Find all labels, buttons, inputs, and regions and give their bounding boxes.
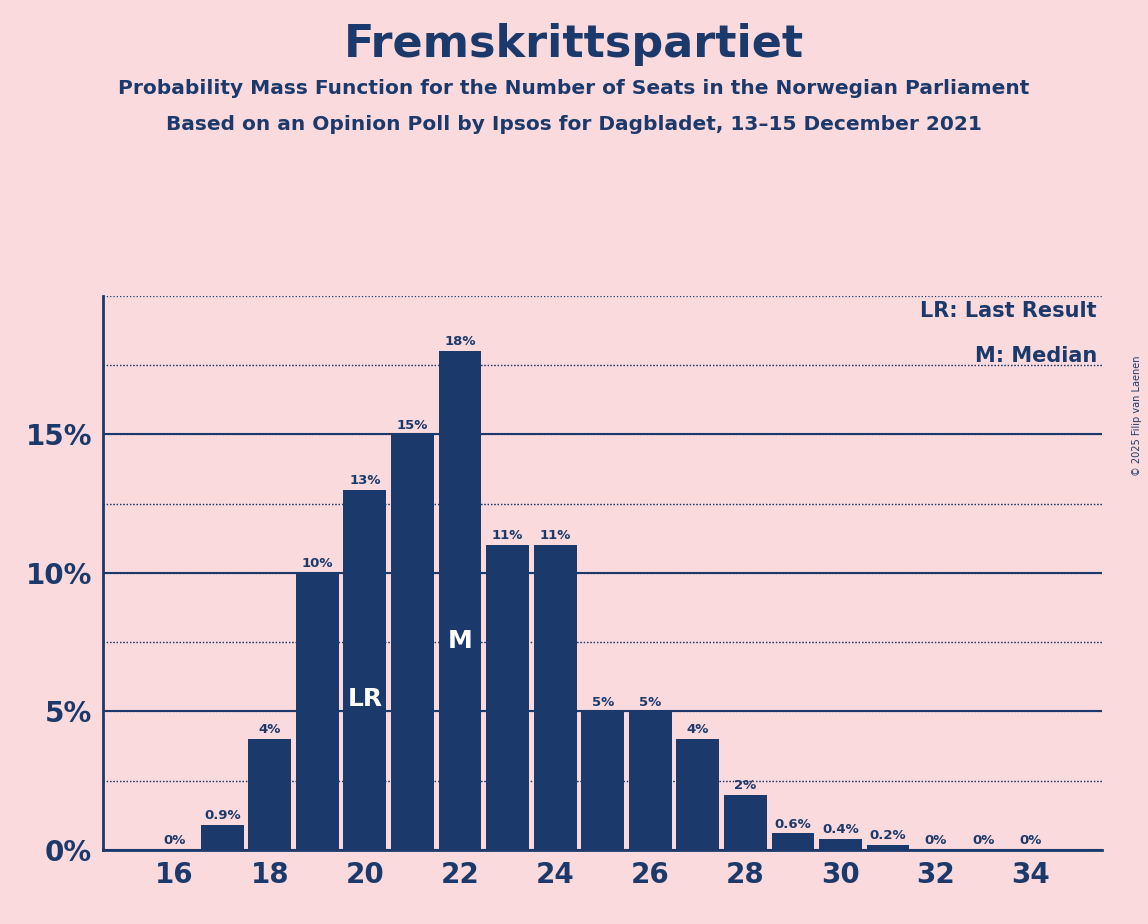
Text: © 2025 Filip van Laenen: © 2025 Filip van Laenen [1132,356,1142,476]
Text: 18%: 18% [444,335,475,348]
Text: 4%: 4% [687,723,709,736]
Text: Fremskrittspartiet: Fremskrittspartiet [344,23,804,67]
Text: 0%: 0% [163,834,186,847]
Bar [581,711,625,850]
Text: Probability Mass Function for the Number of Seats in the Norwegian Parliament: Probability Mass Function for the Number… [118,79,1030,98]
Text: 0%: 0% [1019,834,1042,847]
Bar [534,545,576,850]
Bar [486,545,529,850]
Text: LR: LR [348,687,382,711]
Text: 0.6%: 0.6% [775,818,812,831]
Text: 0%: 0% [924,834,947,847]
Text: 15%: 15% [397,419,428,432]
Text: M: M [448,628,472,652]
Bar [343,490,386,850]
Text: 5%: 5% [591,696,614,709]
Text: Based on an Opinion Poll by Ipsos for Dagbladet, 13–15 December 2021: Based on an Opinion Poll by Ipsos for Da… [166,116,982,135]
Text: 0.9%: 0.9% [204,809,241,822]
Bar [201,825,243,850]
Bar [296,573,339,850]
Bar [867,845,909,850]
Text: 0.2%: 0.2% [870,829,907,842]
Bar [724,795,767,850]
Bar [819,839,862,850]
Text: 2%: 2% [735,779,757,792]
Text: 11%: 11% [540,529,571,542]
Text: 11%: 11% [491,529,523,542]
Text: LR: Last Result: LR: Last Result [921,301,1097,322]
Text: 4%: 4% [258,723,281,736]
Bar [248,739,292,850]
Text: M: Median: M: Median [975,346,1097,366]
Text: 13%: 13% [349,474,381,487]
Text: 0.4%: 0.4% [822,823,859,836]
Text: 0%: 0% [972,834,994,847]
Text: 10%: 10% [302,557,333,570]
Bar [771,833,814,850]
Bar [676,739,719,850]
Bar [629,711,672,850]
Text: 5%: 5% [639,696,661,709]
Bar [391,434,434,850]
Bar [439,351,481,850]
